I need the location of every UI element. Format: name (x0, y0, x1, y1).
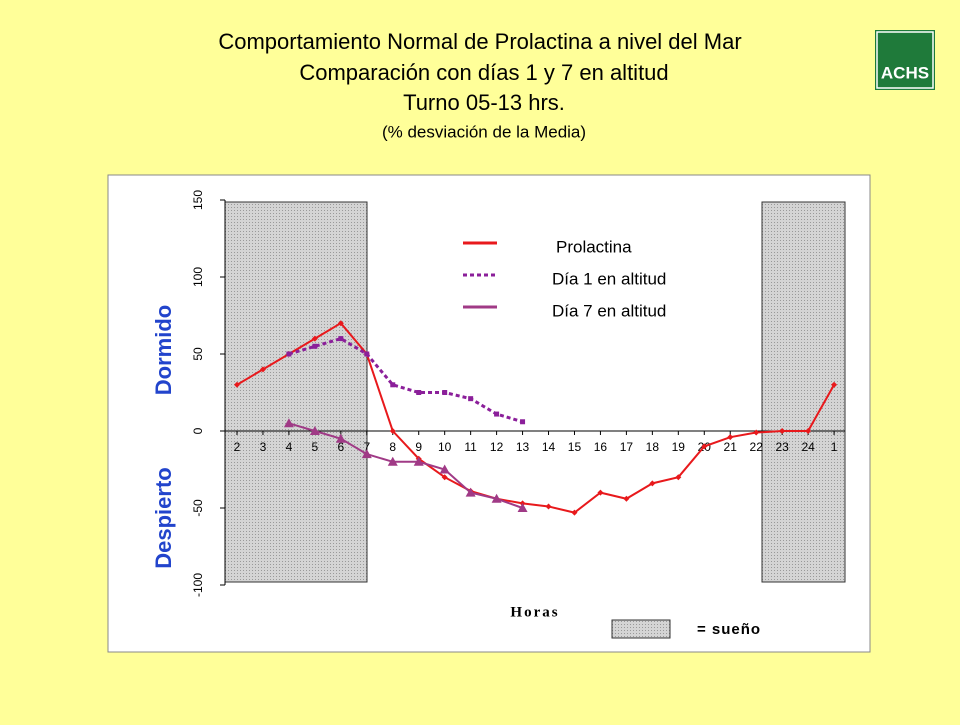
x-axis-label: Horas (510, 604, 559, 620)
point (337, 320, 344, 327)
x-tick-label: 24 (801, 440, 815, 454)
point (439, 464, 450, 474)
point (441, 474, 448, 481)
point (517, 503, 528, 512)
x-tick-label: 22 (750, 440, 764, 454)
point (597, 489, 604, 496)
point (494, 411, 500, 417)
x-tick-label: 8 (389, 440, 396, 454)
point (234, 381, 240, 388)
y-tick-label: 100 (191, 267, 205, 287)
point (390, 382, 396, 388)
x-tick-label: 1 (831, 440, 838, 454)
title-line: Turno 05-13 hrs. (403, 90, 565, 115)
x-tick-label: 14 (542, 440, 556, 454)
point (831, 381, 838, 388)
title-line: Comportamiento Normal de Prolactina a ni… (218, 29, 741, 54)
y-tick-label: 50 (191, 347, 205, 361)
x-tick-label: 11 (464, 440, 477, 454)
x-tick-label: 9 (415, 440, 422, 454)
sleep-legend-swatch (611, 619, 671, 639)
y-tick-label: -50 (191, 499, 205, 517)
subtitle: (% desviación de la Media) (382, 122, 586, 141)
point (312, 343, 318, 349)
point (387, 456, 398, 466)
point (545, 503, 552, 510)
y-tick-label: 0 (191, 427, 205, 434)
point (753, 429, 760, 436)
point (491, 493, 502, 503)
x-tick-label: 10 (438, 440, 452, 454)
point (623, 495, 630, 502)
point (286, 351, 292, 357)
point (468, 396, 474, 402)
legend-label: Prolactina (556, 237, 632, 256)
sleep-legend-label: = sueño (697, 621, 761, 638)
x-tick-label: 18 (646, 440, 660, 454)
point (309, 426, 320, 435)
point (416, 390, 422, 395)
logo-border (876, 31, 934, 89)
chart-frame (107, 174, 871, 653)
y-tick-label: 150 (191, 190, 205, 210)
point (465, 487, 476, 497)
point (335, 433, 346, 443)
x-tick-label: 15 (568, 440, 582, 454)
point (413, 456, 424, 466)
x-tick-label: 7 (363, 440, 370, 454)
title-line: Comparación con días 1 y 7 en altitud (299, 60, 668, 85)
logo-text: ACHS (881, 63, 929, 82)
upper-annotation: Dormido (151, 305, 176, 395)
legend-label: Día 7 en altitud (552, 301, 666, 320)
point (520, 419, 526, 425)
x-tick-label: 17 (620, 440, 634, 454)
x-tick-label: 4 (286, 440, 293, 454)
x-tick-label: 6 (337, 440, 344, 454)
x-tick-label: 19 (672, 440, 686, 454)
sleep-region (224, 201, 368, 583)
point (649, 480, 656, 487)
lower-annotation: Despierto (151, 467, 176, 568)
point (361, 449, 372, 459)
point (311, 335, 318, 342)
point (364, 351, 370, 357)
point (571, 509, 578, 516)
x-tick-label: 12 (490, 440, 504, 454)
point (442, 390, 448, 395)
x-tick-label: 13 (516, 440, 530, 454)
point (338, 336, 344, 342)
point (779, 428, 786, 434)
point (805, 428, 812, 434)
logo-box (875, 30, 935, 90)
point (389, 428, 396, 434)
legend-label: Día 1 en altitud (552, 269, 666, 288)
point (259, 366, 266, 373)
point (701, 443, 708, 450)
x-tick-label: 23 (775, 440, 789, 454)
point (727, 434, 734, 441)
x-tick-label: 2 (234, 440, 241, 454)
point (283, 418, 294, 428)
series-line (288, 336, 523, 424)
x-tick-label: 5 (312, 440, 319, 454)
x-tick-label: 3 (260, 440, 267, 454)
series-line (236, 321, 835, 514)
y-tick-label: -100 (191, 573, 205, 597)
x-tick-label: 21 (724, 440, 738, 454)
point (675, 474, 682, 481)
series-line (288, 422, 523, 509)
sleep-region (761, 201, 846, 583)
x-tick-label: 16 (594, 440, 608, 454)
